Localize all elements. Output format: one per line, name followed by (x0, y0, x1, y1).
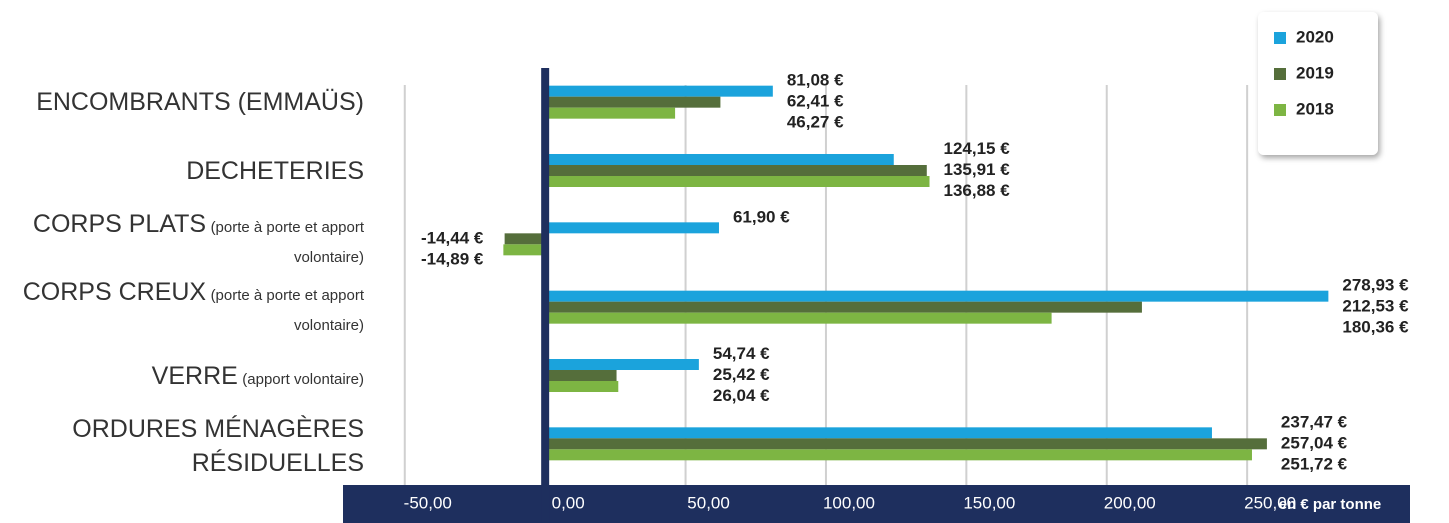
legend-label: 2018 (1296, 99, 1334, 118)
legend-label: 2020 (1296, 27, 1334, 46)
category-name: VERRE (151, 361, 238, 390)
legend-box (1258, 12, 1378, 155)
legend-swatch (1274, 104, 1286, 116)
bar (545, 359, 699, 370)
bar (545, 85, 773, 97)
bar (545, 438, 1267, 450)
bar (503, 244, 546, 256)
x-tick-label: 150,00 (963, 493, 1015, 512)
value-label: 237,47 € (1281, 412, 1348, 431)
x-axis-band (343, 485, 1410, 523)
bar (545, 381, 619, 392)
category-label: CORPS PLATS (porte à porte et apport vol… (0, 209, 364, 273)
value-label: 81,08 € (787, 71, 844, 90)
category-note: (porte à porte et apport volontaire) (210, 218, 364, 266)
value-label: 136,88 € (944, 181, 1011, 200)
category-name: ORDURES MÉNAGÈRES RÉSIDUELLES (72, 414, 364, 477)
bar (545, 107, 676, 119)
value-label: -14,89 € (421, 249, 484, 268)
bar (545, 312, 1052, 324)
bar (545, 222, 719, 234)
bar (545, 449, 1252, 461)
value-label: 135,91 € (944, 160, 1011, 179)
value-label: 212,53 € (1342, 297, 1409, 316)
x-tick-label: 200,00 (1104, 493, 1156, 512)
bar (545, 96, 721, 108)
value-label: 257,04 € (1281, 433, 1348, 452)
legend-label: 2019 (1296, 63, 1334, 82)
category-name: DECHETERIES (186, 156, 364, 185)
category-label: ORDURES MÉNAGÈRES RÉSIDUELLES (0, 414, 364, 482)
bar (545, 165, 927, 176)
x-tick-label: 50,00 (687, 493, 730, 512)
category-name: CORPS PLATS (32, 209, 207, 238)
bar (545, 154, 894, 165)
category-name: ENCOMBRANTS (EMMAÜS) (36, 88, 364, 117)
value-label: 25,42 € (713, 365, 770, 384)
legend-swatch (1274, 68, 1286, 80)
category-label: VERRE (apport volontaire) (0, 361, 364, 395)
category-note: (apport volontaire) (242, 370, 364, 388)
bar (504, 233, 546, 245)
x-tick-label: 100,00 (823, 493, 875, 512)
x-tick-label: 250,00 (1244, 493, 1296, 512)
value-label: 180,36 € (1342, 318, 1409, 337)
value-label: 251,72 € (1281, 454, 1348, 473)
category-note: (porte à porte et apport volontaire) (210, 287, 364, 335)
value-label: 62,41 € (787, 92, 844, 111)
x-axis-label: en € par tonne (1279, 496, 1382, 513)
value-label: 278,93 € (1342, 276, 1409, 295)
value-label: 124,15 € (944, 139, 1011, 158)
x-tick-label: -50,00 (404, 493, 452, 512)
value-label: 46,27 € (787, 113, 844, 132)
bar (545, 290, 1329, 302)
value-label: 54,74 € (713, 344, 770, 363)
category-label: ENCOMBRANTS (EMMAÜS) (0, 87, 364, 121)
bar (545, 301, 1142, 313)
category-label: DECHETERIES (0, 156, 364, 190)
value-label: 26,04 € (713, 386, 770, 405)
value-label: -14,44 € (421, 228, 484, 247)
bar (545, 427, 1212, 439)
legend-swatch (1274, 32, 1286, 44)
zero-axis (541, 68, 550, 523)
x-tick-label: 0,00 (552, 493, 585, 512)
value-label: 61,90 € (733, 207, 790, 226)
category-name: CORPS CREUX (22, 278, 207, 307)
category-label: CORPS CREUX (porte à porte et apport vol… (0, 277, 364, 341)
bar (545, 370, 617, 381)
bar (545, 176, 930, 187)
